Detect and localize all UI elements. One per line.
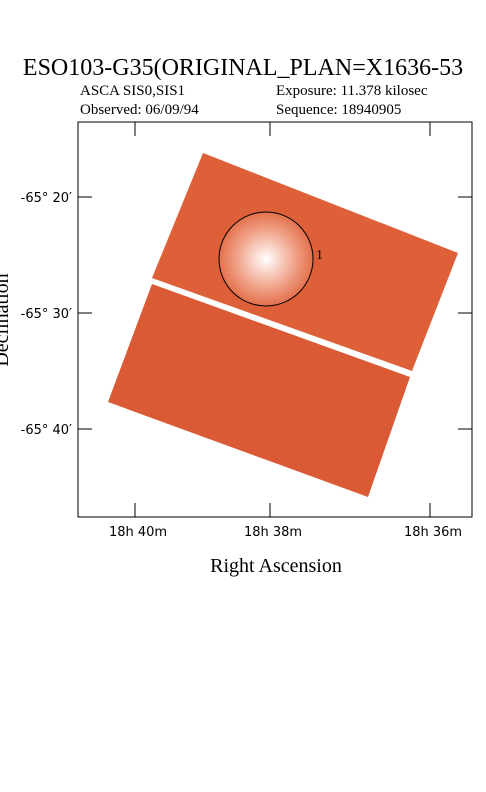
x-tick-label: 18h 38m <box>244 525 302 540</box>
y-tick-label: -65° 30′ <box>21 307 72 322</box>
x-tick-label: 18h 40m <box>109 525 167 540</box>
region-label: 1 <box>316 248 323 263</box>
y-tick-label: -65° 20′ <box>21 191 72 206</box>
title: ESO103-G35(ORIGINAL_PLAN=X1636-53 <box>23 55 463 81</box>
x-axis-label: Right Ascension <box>210 555 342 577</box>
instrument: ASCA SIS0,SIS1 <box>80 83 185 99</box>
plot-frame <box>77 121 473 518</box>
exposure: Exposure: 11.378 kilosec <box>276 83 428 99</box>
x-tick-label: 18h 36m <box>404 525 462 540</box>
sequence: Sequence: 18940905 <box>276 102 401 118</box>
ticks <box>78 122 472 517</box>
source-region <box>218 211 314 307</box>
y-tick-label: -65° 40′ <box>21 423 72 438</box>
image-lower <box>108 284 410 497</box>
observed: Observed: 06/09/94 <box>80 102 199 118</box>
y-axis-label: Declination <box>0 273 13 366</box>
